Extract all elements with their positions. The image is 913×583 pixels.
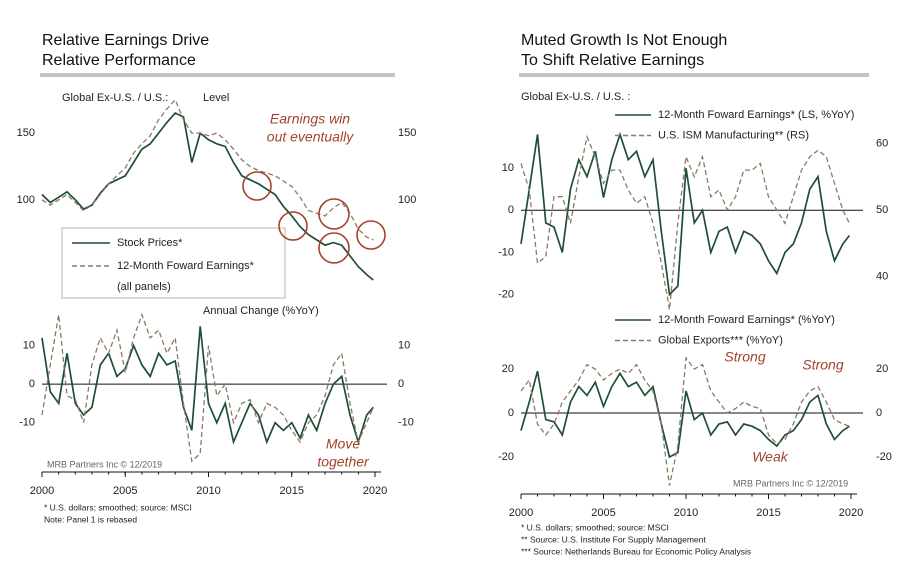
y-tick-label: 10 <box>23 339 35 351</box>
y-tick-label: -20 <box>498 451 514 463</box>
legend-note: (all panels) <box>117 281 171 293</box>
series-line <box>520 131 851 297</box>
y-tick-label: 0 <box>508 407 514 419</box>
legend-label: Stock Prices* <box>117 237 183 249</box>
y-tick-label-right: -10 <box>398 417 414 429</box>
y-tick-label: 20 <box>502 363 514 375</box>
panel-label: Global Ex-U.S. / U.S. : <box>521 91 630 103</box>
x-tick-label: 2000 <box>509 507 533 519</box>
footnote: ** Source: U.S. Institute For Supply Man… <box>521 534 706 544</box>
series-line <box>520 370 850 459</box>
x-tick-label: 2015 <box>280 485 304 497</box>
series-line <box>520 356 850 486</box>
credit: MRB Partners Inc © 12/2019 <box>47 459 162 469</box>
y2-tick-label: 40 <box>876 270 888 282</box>
series-line <box>41 312 374 463</box>
series-line <box>520 134 850 310</box>
x-tick-label: 2015 <box>756 507 780 519</box>
x-tick-label: 2010 <box>196 485 220 497</box>
x-tick-label: 2020 <box>363 485 387 497</box>
annotation: Strong <box>802 357 843 373</box>
x-tick-label: 2010 <box>674 507 698 519</box>
y-tick-label: 0 <box>508 204 514 216</box>
annotation: together <box>317 454 370 470</box>
legend-label: 12-Month Foward Earnings* (LS, %YoY) <box>658 109 854 121</box>
y2-tick-label: 0 <box>876 407 882 419</box>
annotation: Weak <box>752 449 789 465</box>
annotation: out eventually <box>267 129 354 145</box>
title-rule <box>519 73 869 77</box>
x-tick-label: 2005 <box>591 507 615 519</box>
panel-sublabel: Level <box>203 92 229 104</box>
y-tick-label: -20 <box>498 288 514 300</box>
x-tick-label: 2005 <box>113 485 137 497</box>
left-title: Relative Earnings Drive <box>42 32 209 49</box>
y-tick-label: 100 <box>17 194 35 206</box>
legend-label: 12-Month Foward Earnings* (%YoY) <box>658 314 835 326</box>
y-tick-label: 0 <box>29 378 35 390</box>
right-title: Muted Growth Is Not Enough <box>521 32 727 49</box>
annotation: Strong <box>724 349 765 365</box>
y2-tick-label: -20 <box>876 451 892 463</box>
y2-tick-label: 50 <box>876 204 888 216</box>
title-rule <box>40 73 395 77</box>
circle <box>356 220 386 250</box>
y-tick-label: 10 <box>502 162 514 174</box>
y2-tick-label: 20 <box>876 363 888 375</box>
footnote: * U.S. dollars; smoothed; source: MSCI <box>521 522 669 532</box>
y-tick-label-right: 150 <box>398 127 416 139</box>
y-tick-label: -10 <box>498 246 514 258</box>
circle <box>318 232 350 264</box>
x-tick-label: 2020 <box>839 507 863 519</box>
y-tick-label-right: 100 <box>398 194 416 206</box>
panel-label: Annual Change (%YoY) <box>203 305 319 317</box>
legend-label: U.S. ISM Manufacturing** (RS) <box>658 129 809 141</box>
series-line <box>41 326 374 445</box>
right-title: To Shift Relative Earnings <box>521 52 704 69</box>
circle <box>278 211 308 241</box>
footnote: Note: Panel 1 is rebased <box>44 514 137 524</box>
annotation: Earnings win <box>270 111 350 127</box>
panel-label: Global Ex-U.S. / U.S.: <box>62 92 168 104</box>
legend-label: Global Exports*** (%YoY) <box>658 334 783 346</box>
x-tick-label: 2000 <box>30 485 54 497</box>
circle <box>318 198 350 230</box>
y-tick-label-right: 10 <box>398 339 410 351</box>
y-tick-label-right: 0 <box>398 378 404 390</box>
footnote: * U.S. dollars; smoothed; source: MSCI <box>44 502 192 512</box>
circle <box>242 171 272 201</box>
annotation: Move <box>326 436 360 452</box>
y-tick-label: -10 <box>19 417 35 429</box>
footnote: *** Source: Netherlands Bureau for Econo… <box>521 546 751 556</box>
y-tick-label: 150 <box>17 127 35 139</box>
credit: MRB Partners Inc © 12/2019 <box>733 478 848 488</box>
legend-label: 12-Month Foward Earnings* <box>117 260 255 272</box>
highlight-circles <box>242 171 386 264</box>
y2-tick-label: 60 <box>876 137 888 149</box>
left-title: Relative Performance <box>42 52 196 69</box>
legend-box <box>61 227 286 299</box>
